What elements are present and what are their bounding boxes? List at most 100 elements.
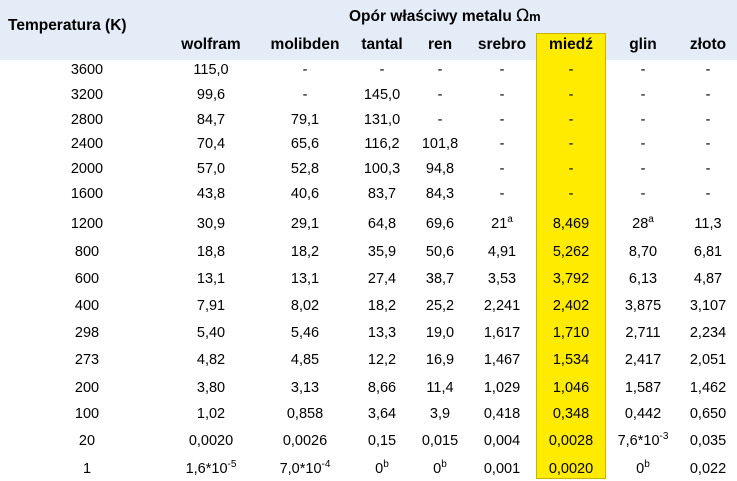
temperature-cell: 800 xyxy=(74,244,100,260)
cell-value: 0 xyxy=(636,461,645,477)
cell-value: 52,8 xyxy=(290,161,320,177)
cell-value: 0,442 xyxy=(624,406,662,422)
value-cell-glin: - xyxy=(641,62,646,78)
cell-value: 100,3 xyxy=(363,161,401,177)
cell-value: 13,3 xyxy=(367,325,397,341)
value-cell-molibden: - xyxy=(303,87,308,103)
value-cell-glin: - xyxy=(641,136,646,152)
value-cell-miedz: 1,046 xyxy=(553,380,589,396)
value-cell-ren: 0b xyxy=(433,459,447,477)
cell-value: 0,0020 xyxy=(548,461,594,477)
cell-value: - xyxy=(705,186,711,202)
value-cell-tantal: 100,3 xyxy=(364,161,400,177)
cell-value: 38,7 xyxy=(425,271,455,287)
cell-value: 6,81 xyxy=(693,244,723,260)
temperature-cell: 1 xyxy=(82,461,92,477)
value-cell-ren: 25,2 xyxy=(426,298,454,314)
value-cell-wolfram: 84,7 xyxy=(197,112,225,128)
value-cell-zloto: 3,107 xyxy=(690,298,726,314)
value-cell-miedz: - xyxy=(569,136,574,152)
value-cell-miedz: 1,534 xyxy=(553,352,589,368)
column-header-ren: ren xyxy=(427,36,453,53)
value-cell-srebro: 0,001 xyxy=(484,461,520,477)
copper-column-highlight xyxy=(536,33,606,479)
value-cell-zloto: 0,650 xyxy=(690,406,726,422)
cell-value: 40,6 xyxy=(290,186,320,202)
cell-value: - xyxy=(568,161,574,177)
cell-value: - xyxy=(568,62,574,78)
value-cell-tantal: 0,15 xyxy=(368,433,396,449)
cell-value: 1,02 xyxy=(196,406,226,422)
value-cell-glin: 0,442 xyxy=(625,406,661,422)
value-cell-molibden: 0,0026 xyxy=(283,433,327,449)
temperature-cell: 20 xyxy=(78,433,96,449)
value-cell-wolfram: 4,82 xyxy=(197,352,225,368)
cell-value: 79,1 xyxy=(290,112,320,128)
value-cell-molibden: 29,1 xyxy=(291,216,319,232)
cell-value: 0,035 xyxy=(689,433,727,449)
temperature-cell: 2000 xyxy=(70,161,104,177)
value-cell-molibden: 5,46 xyxy=(291,325,319,341)
cell-value: - xyxy=(302,87,308,103)
column-header-srebro: srebro xyxy=(477,36,527,53)
value-cell-miedz: - xyxy=(569,186,574,202)
value-cell-zloto: 0,022 xyxy=(690,461,726,477)
value-cell-glin: 7,6*10-3 xyxy=(618,431,669,449)
cell-value: - xyxy=(705,161,711,177)
cell-value: 3,80 xyxy=(196,380,226,396)
cell-value: - xyxy=(640,161,646,177)
value-cell-miedz: 1,710 xyxy=(553,325,589,341)
cell-superscript: a xyxy=(507,214,513,225)
value-cell-molibden: - xyxy=(303,62,308,78)
value-cell-ren: - xyxy=(438,112,443,128)
cell-value: - xyxy=(640,186,646,202)
cell-superscript: b xyxy=(441,459,447,470)
value-cell-zloto: - xyxy=(706,62,711,78)
value-cell-zloto: 0,035 xyxy=(690,433,726,449)
value-cell-molibden: 52,8 xyxy=(291,161,319,177)
value-cell-srebro: 0,418 xyxy=(484,406,520,422)
temperature-cell: 600 xyxy=(74,271,100,287)
value-cell-tantal: 131,0 xyxy=(364,112,400,128)
temperature-cell: 298 xyxy=(74,325,100,341)
value-cell-ren: 3,9 xyxy=(430,406,450,422)
cell-value: 8,469 xyxy=(552,216,590,232)
value-cell-miedz: - xyxy=(569,112,574,128)
value-cell-ren: 50,6 xyxy=(426,244,454,260)
value-cell-zloto: 1,462 xyxy=(690,380,726,396)
cell-superscript: a xyxy=(648,214,654,225)
value-cell-tantal: 3,64 xyxy=(368,406,396,422)
cell-value: 1,710 xyxy=(552,325,590,341)
value-cell-wolfram: 70,4 xyxy=(197,136,225,152)
value-cell-tantal: 27,4 xyxy=(368,271,396,287)
value-cell-srebro: - xyxy=(500,87,505,103)
cell-value: - xyxy=(499,136,505,152)
value-cell-srebro: - xyxy=(500,186,505,202)
cell-value: 2,051 xyxy=(689,352,727,368)
cell-value: 0,004 xyxy=(483,433,521,449)
meter-unit: m xyxy=(529,9,541,24)
cell-value: 2,417 xyxy=(624,352,662,368)
column-header-zloto: złoto xyxy=(689,36,727,53)
cell-value: 18,8 xyxy=(196,244,226,260)
value-cell-molibden: 40,6 xyxy=(291,186,319,202)
value-cell-ren: 84,3 xyxy=(426,186,454,202)
cell-value: 83,7 xyxy=(367,186,397,202)
cell-value: 0,15 xyxy=(367,433,397,449)
cell-value: 115,0 xyxy=(193,62,229,78)
cell-value: 35,9 xyxy=(367,244,397,260)
value-cell-molibden: 65,6 xyxy=(291,136,319,152)
cell-value: 1,467 xyxy=(483,352,521,368)
cell-value: 27,4 xyxy=(367,271,397,287)
value-cell-glin: 8,70 xyxy=(629,244,657,260)
value-cell-zloto: 2,234 xyxy=(690,325,726,341)
value-cell-glin: 28a xyxy=(632,214,654,232)
cell-value: 131,0 xyxy=(363,112,401,128)
cell-value: - xyxy=(705,87,711,103)
value-cell-tantal: 13,3 xyxy=(368,325,396,341)
column-header-molibden: molibden xyxy=(270,36,340,53)
value-cell-miedz: - xyxy=(569,87,574,103)
value-cell-srebro: - xyxy=(500,112,505,128)
cell-value: 8,66 xyxy=(367,380,397,396)
cell-value: - xyxy=(437,62,443,78)
